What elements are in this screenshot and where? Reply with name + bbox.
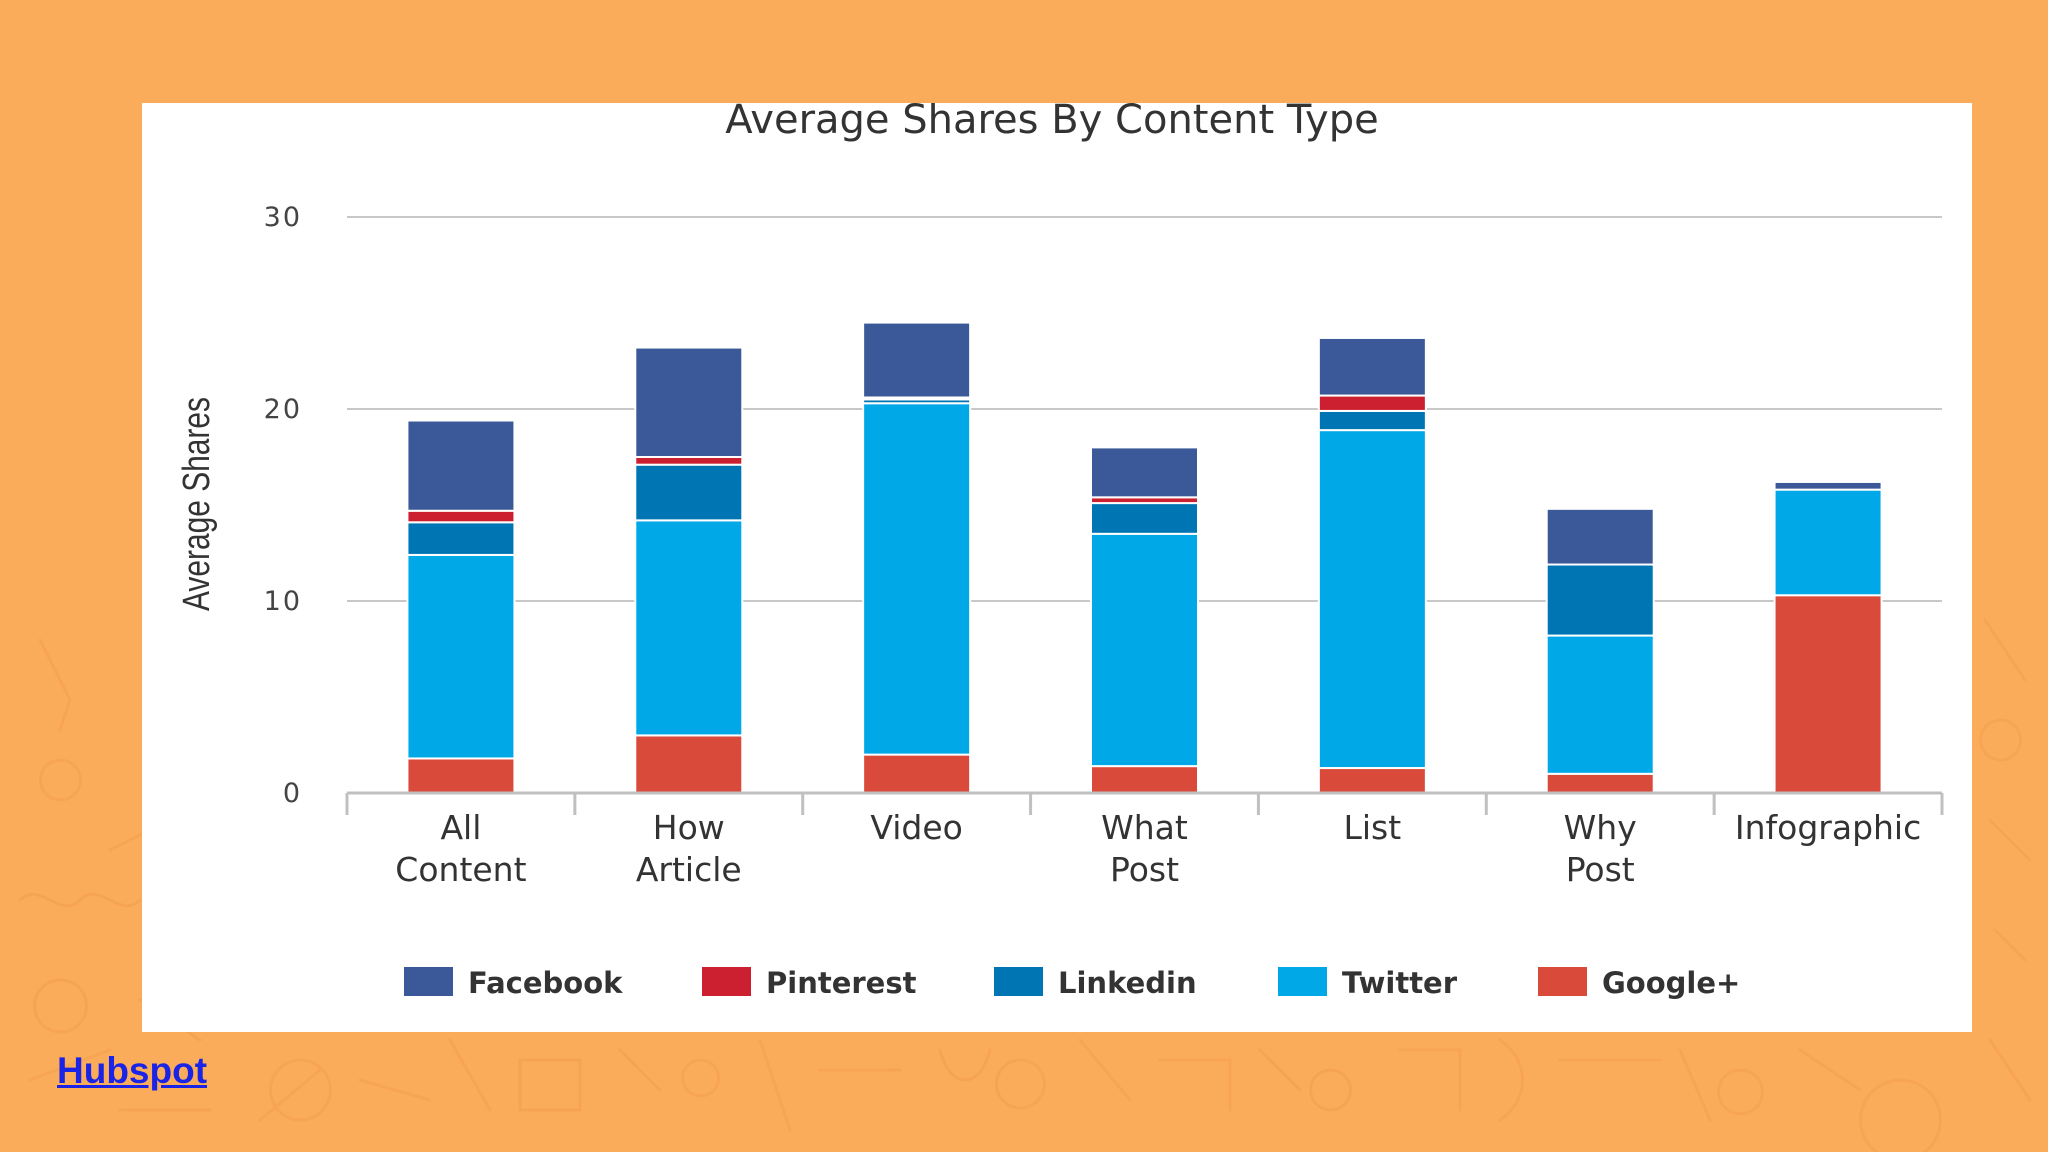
- bar-segment-pinterest: [406, 509, 516, 524]
- legend-label: Pinterest: [766, 966, 917, 1000]
- legend-swatch: [404, 967, 453, 996]
- bar-segment-facebook: [1545, 507, 1655, 566]
- x-tick-label: Infographic: [1735, 808, 1921, 847]
- x-tick-label: All: [440, 808, 481, 847]
- stacked-bar-chart: Average Shares By Content Type Average S…: [176, 103, 1944, 1000]
- source-link[interactable]: Hubspot: [57, 1050, 208, 1091]
- bars: [406, 321, 1883, 795]
- y-tick-label: 20: [264, 394, 302, 425]
- bar-segment-google: [1317, 767, 1427, 794]
- bar-stack: [1773, 480, 1883, 794]
- legend-item[interactable]: Linkedin: [994, 966, 1197, 1000]
- x-tick-label: Article: [636, 850, 742, 889]
- x-tick-label: What: [1101, 808, 1188, 847]
- bar-stack: [634, 346, 744, 795]
- x-tick-label: List: [1344, 808, 1402, 847]
- legend-swatch: [1278, 967, 1327, 996]
- bar-segment-twitter: [1773, 488, 1883, 597]
- bar-segment-twitter: [406, 553, 516, 760]
- bar-stack: [406, 419, 516, 795]
- bar-segment-facebook: [1317, 336, 1427, 397]
- y-axis-label: Average Shares: [176, 397, 218, 611]
- bar-stack: [1090, 446, 1199, 794]
- legend-swatch: [1538, 967, 1587, 996]
- legend-item[interactable]: Facebook: [404, 966, 623, 1000]
- bar-segment-google: [1773, 594, 1883, 794]
- bar-segment-google: [1090, 765, 1199, 794]
- bar-stack: [1545, 507, 1655, 794]
- legend-swatch: [702, 967, 751, 996]
- bar-stack: [1317, 336, 1427, 794]
- bar-segment-twitter: [634, 519, 744, 737]
- bar-segment-linkedin: [1317, 409, 1427, 432]
- x-tick-label: Video: [870, 808, 962, 847]
- bar-segment-facebook: [634, 346, 744, 458]
- legend-label: Google+: [1602, 966, 1740, 1000]
- chart-panel: Average Shares By Content Type Average S…: [142, 103, 1972, 1032]
- bar-segment-google: [634, 734, 744, 795]
- legend-item[interactable]: Google+: [1538, 966, 1740, 1000]
- bar-segment-twitter: [862, 402, 972, 756]
- legend-item[interactable]: Pinterest: [702, 966, 917, 1000]
- chart-title: Average Shares By Content Type: [725, 103, 1378, 143]
- legend-item[interactable]: Twitter: [1278, 966, 1458, 1000]
- bar-segment-google: [1545, 772, 1655, 794]
- y-tick-label: 0: [283, 778, 302, 809]
- legend-swatch: [994, 967, 1043, 996]
- bar-segment-twitter: [1545, 634, 1655, 775]
- bar-segment-pinterest: [634, 456, 744, 466]
- bar-segment-facebook: [862, 321, 972, 399]
- x-tick-label: Why: [1564, 808, 1637, 847]
- legend: Facebook Pinterest Linkedin Twitter Google+: [404, 966, 1740, 1000]
- bar-segment-facebook: [1090, 446, 1199, 499]
- bar-segment-linkedin: [1090, 502, 1199, 535]
- bar-segment-facebook: [1773, 480, 1883, 491]
- y-tick-label: 30: [264, 202, 302, 233]
- bar-segment-twitter: [1090, 532, 1199, 768]
- bar-segment-linkedin: [634, 463, 744, 522]
- bar-stack: [862, 321, 972, 794]
- x-tick-label: Content: [395, 850, 526, 889]
- x-tick-label: How: [653, 808, 725, 847]
- x-tick-label: Post: [1110, 850, 1179, 889]
- bar-segment-pinterest: [1317, 394, 1427, 412]
- bar-segment-google: [406, 757, 516, 795]
- bar-segment-linkedin: [406, 521, 516, 556]
- legend-label: Linkedin: [1058, 966, 1197, 1000]
- y-tick-label: 10: [264, 586, 302, 617]
- bar-segment-facebook: [406, 419, 516, 512]
- bar-segment-linkedin: [1545, 563, 1655, 637]
- x-tick-label: Post: [1566, 850, 1635, 889]
- legend-label: Twitter: [1342, 966, 1458, 1000]
- bar-segment-google: [862, 753, 972, 794]
- legend-label: Facebook: [468, 966, 623, 1000]
- bar-segment-twitter: [1317, 429, 1427, 770]
